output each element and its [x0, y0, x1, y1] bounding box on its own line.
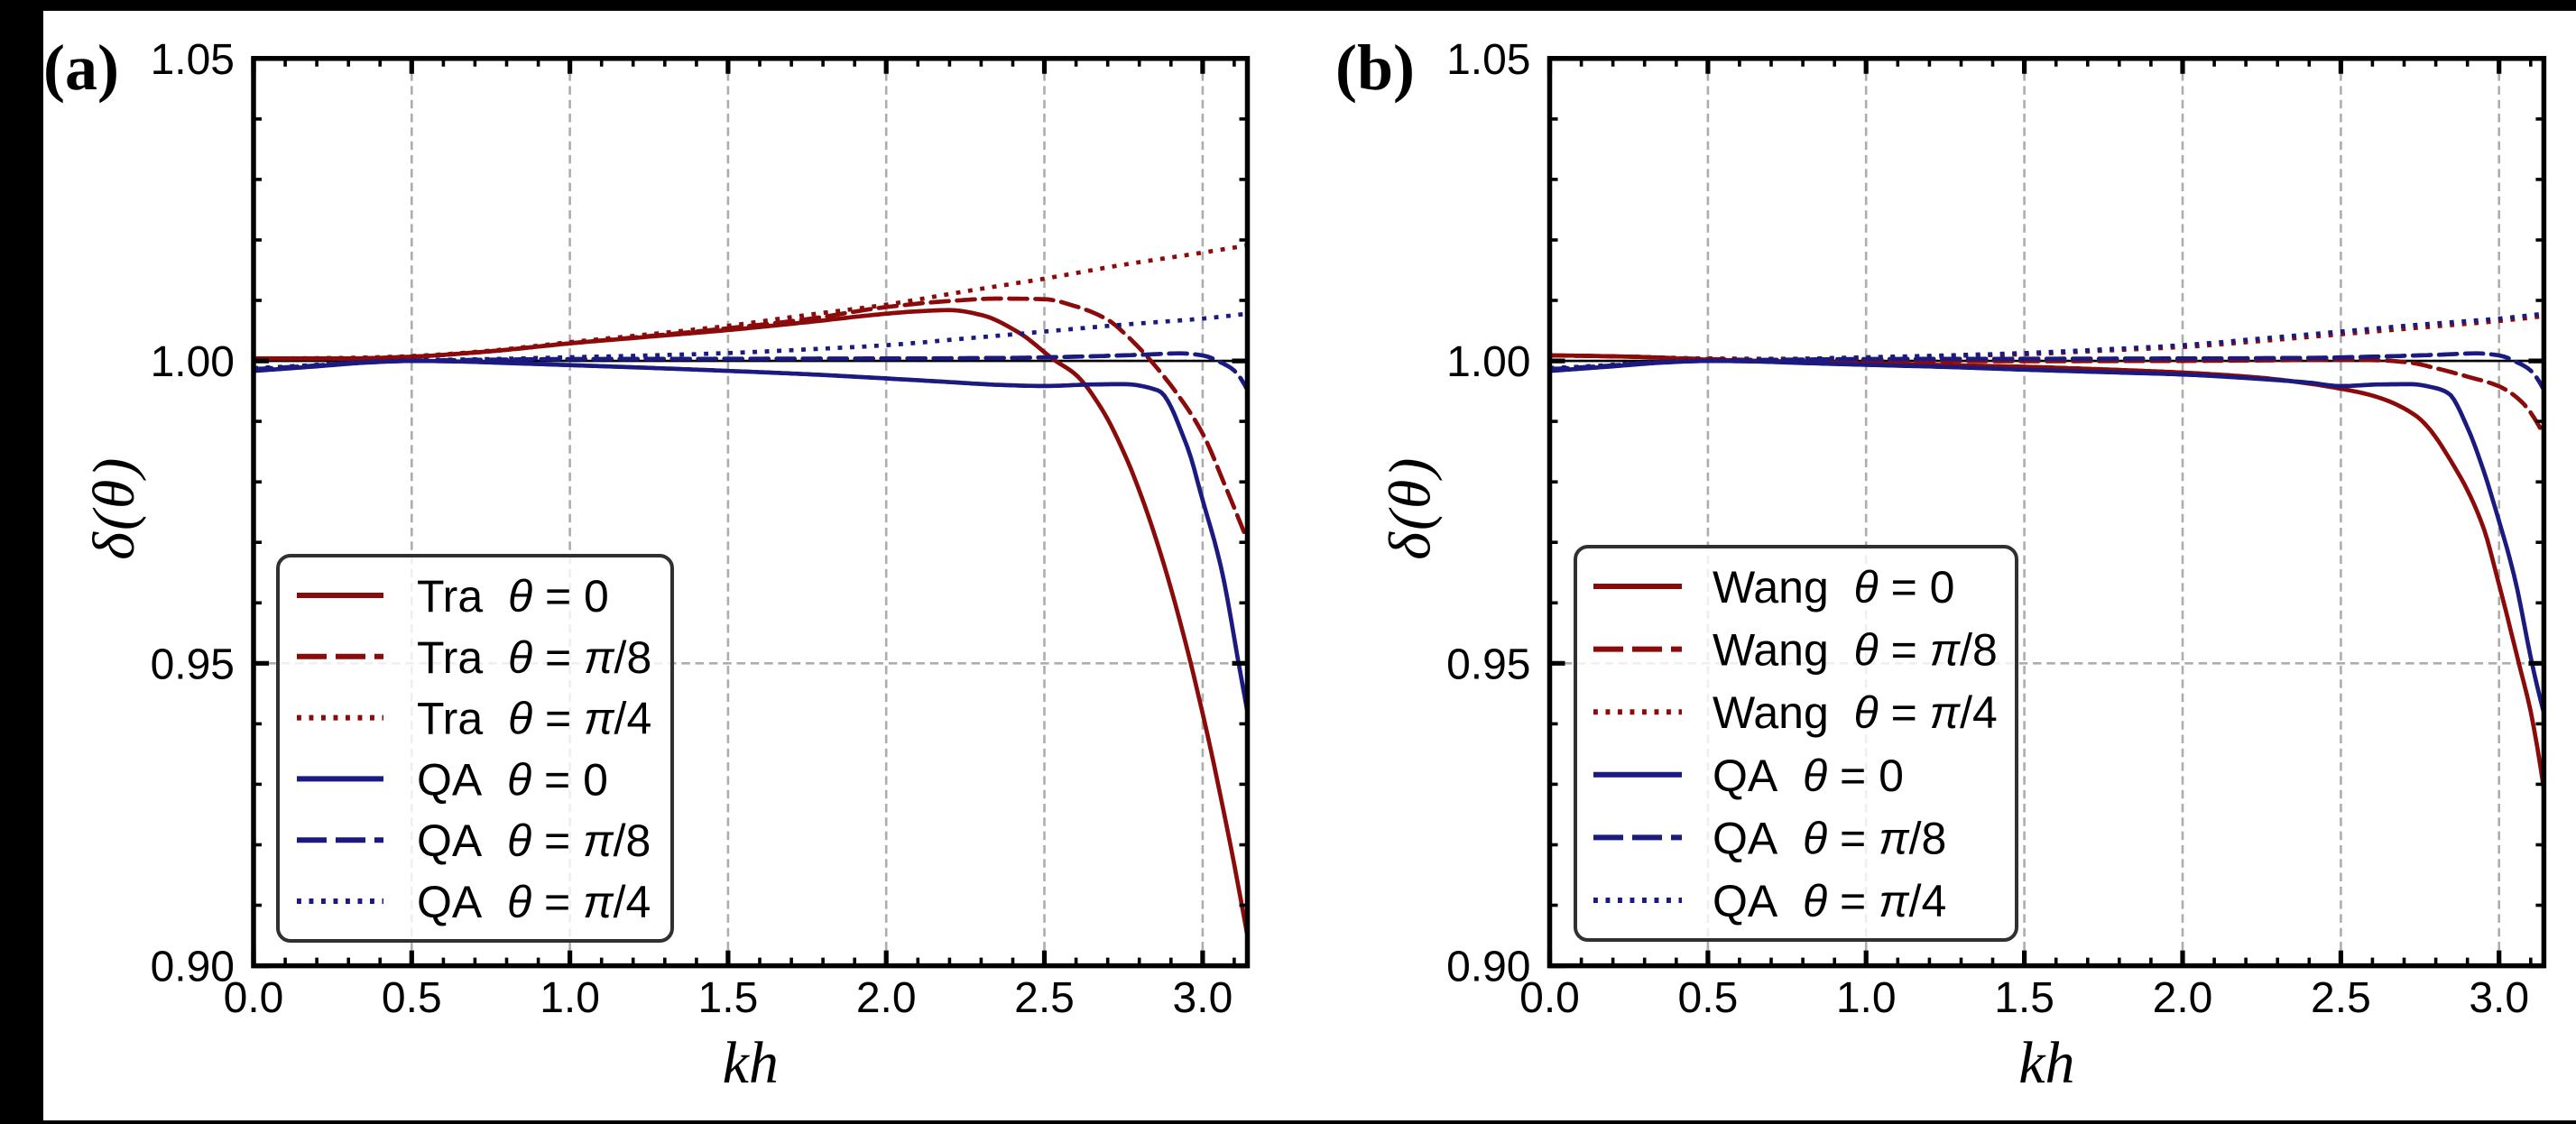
svg-text:2.0: 2.0 [856, 974, 917, 1022]
svg-text:1.5: 1.5 [698, 974, 759, 1022]
svg-text:2.5: 2.5 [2311, 974, 2371, 1022]
svg-text:kh: kh [2018, 1030, 2074, 1096]
svg-text:Tra θ = π/4: Tra θ = π/4 [417, 694, 651, 744]
svg-text:QA θ = π/8: QA θ = π/8 [417, 815, 651, 866]
svg-text:QA θ = 0: QA θ = 0 [1713, 751, 1904, 801]
svg-text:1.00: 1.00 [1446, 338, 1530, 386]
svg-text:0.0: 0.0 [1519, 974, 1580, 1022]
svg-text:0.95: 0.95 [151, 640, 235, 688]
svg-text:1.05: 1.05 [1446, 36, 1530, 84]
svg-text:3.0: 3.0 [2469, 974, 2529, 1022]
svg-text:Wang θ = 0: Wang θ = 0 [1713, 562, 1954, 613]
svg-text:kh: kh [723, 1030, 779, 1096]
svg-text:Wang θ = π/8: Wang θ = π/8 [1713, 625, 1998, 676]
svg-text:1.0: 1.0 [1836, 974, 1897, 1022]
svg-text:0.95: 0.95 [1446, 640, 1530, 688]
svg-text:QA θ = 0: QA θ = 0 [417, 754, 608, 805]
svg-text:(b): (b) [1335, 32, 1415, 104]
svg-text:Tra θ = 0: Tra θ = 0 [417, 571, 609, 622]
svg-text:0.5: 0.5 [382, 974, 442, 1022]
svg-text:1.5: 1.5 [1994, 974, 2054, 1022]
svg-text:1.00: 1.00 [151, 338, 235, 386]
svg-text:QA θ = π/8: QA θ = π/8 [1713, 813, 1946, 863]
svg-text:0.0: 0.0 [224, 974, 284, 1022]
svg-text:0.90: 0.90 [151, 944, 235, 991]
svg-text:1.0: 1.0 [540, 974, 600, 1022]
svg-text:3.0: 3.0 [1173, 974, 1233, 1022]
svg-text:QA θ = π/4: QA θ = π/4 [417, 877, 651, 927]
svg-text:δ(θ): δ(θ) [1378, 456, 1444, 560]
svg-text:QA θ = π/4: QA θ = π/4 [1713, 876, 1946, 926]
svg-text:Tra θ = π/8: Tra θ = π/8 [417, 632, 651, 683]
svg-text:0.5: 0.5 [1678, 974, 1739, 1022]
svg-text:(a): (a) [43, 32, 119, 104]
svg-text:δ(θ): δ(θ) [81, 456, 147, 560]
svg-text:Wang θ = π/4: Wang θ = π/4 [1713, 687, 1998, 738]
svg-text:2.5: 2.5 [1014, 974, 1075, 1022]
svg-text:0.90: 0.90 [1446, 944, 1530, 991]
svg-text:2.0: 2.0 [2153, 974, 2213, 1022]
svg-text:1.05: 1.05 [151, 36, 235, 84]
